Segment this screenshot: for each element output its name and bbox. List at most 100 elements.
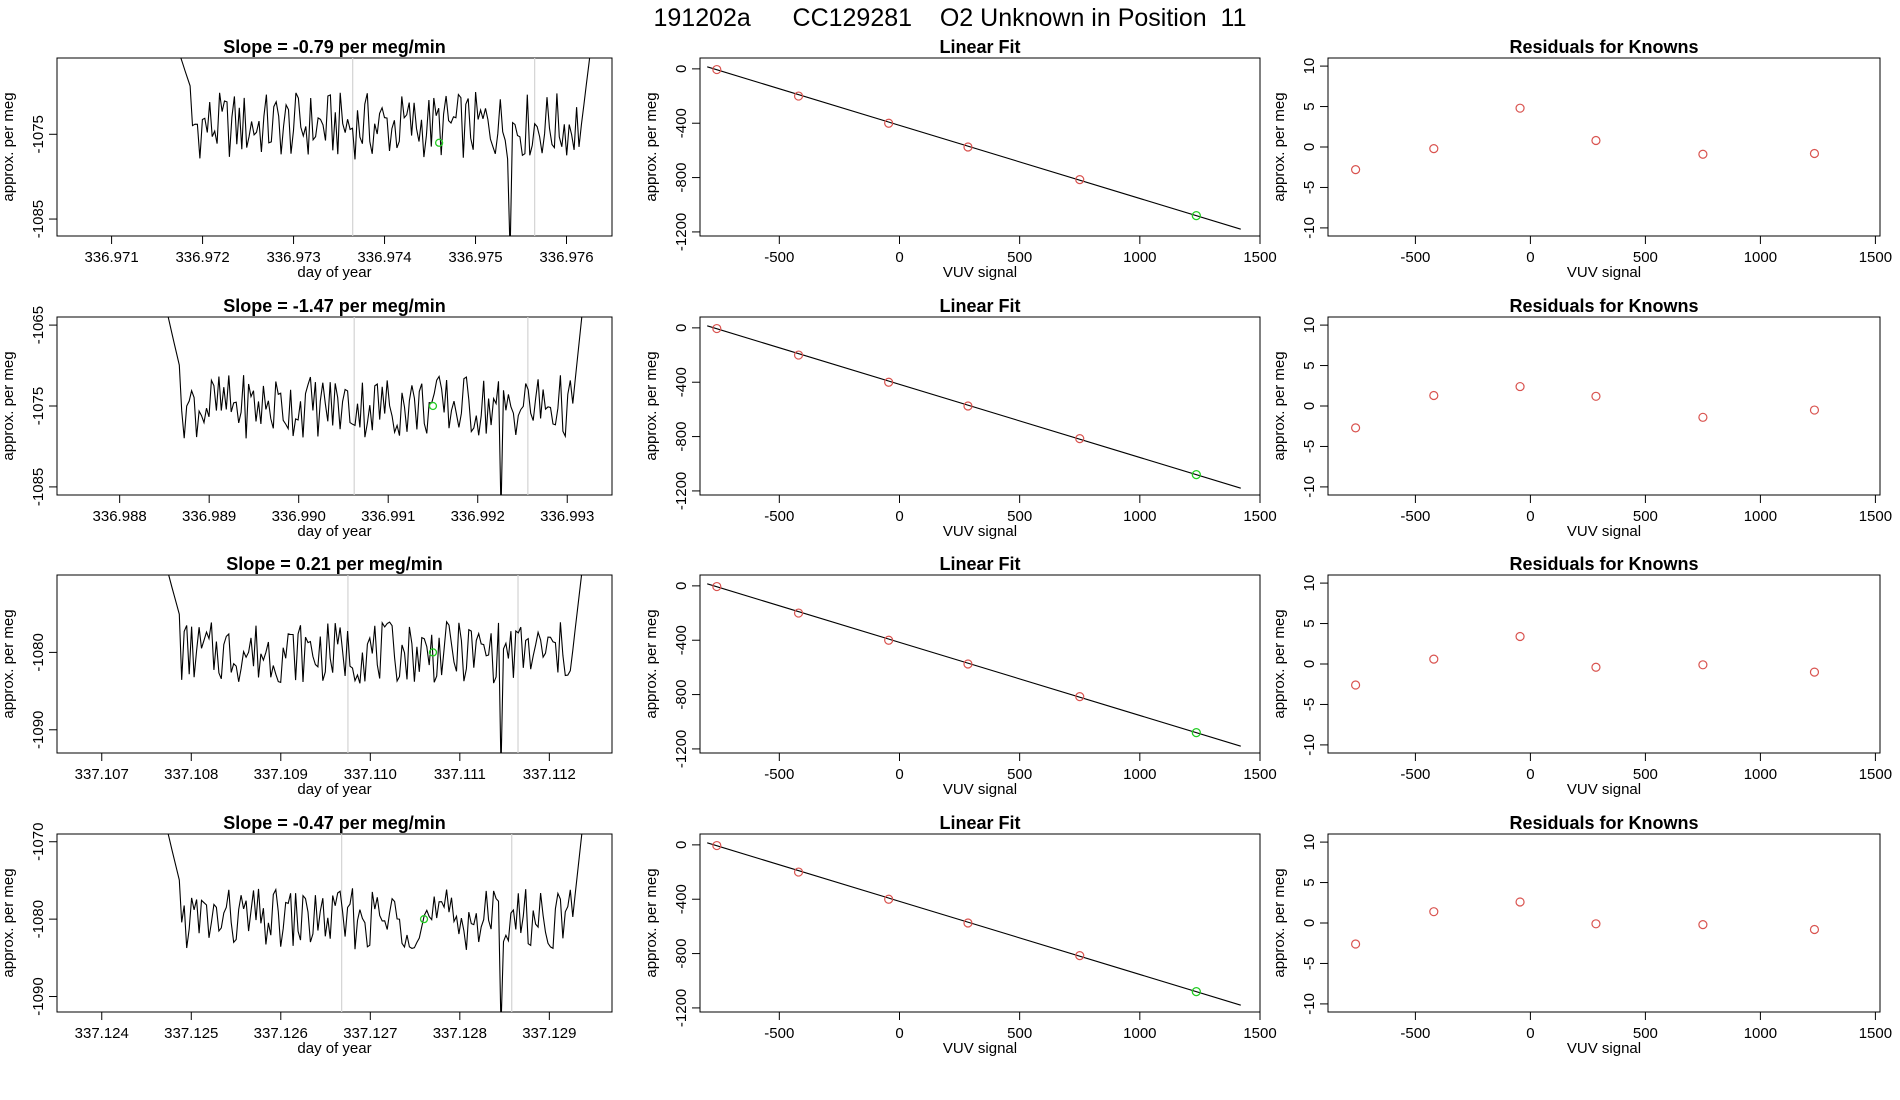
y-tick-label: -800 (673, 680, 690, 710)
plot-area (707, 840, 1241, 1006)
panel-title: Residuals for Knowns (1509, 296, 1698, 316)
x-tick-label: 1000 (1123, 249, 1156, 266)
residual-point (1350, 165, 1361, 175)
residual-point (1809, 405, 1820, 415)
x-tick-label: 1500 (1859, 508, 1892, 525)
y-tick-label: 0 (673, 841, 690, 849)
x-tick-label: 500 (1007, 766, 1032, 783)
plot-area (1350, 103, 1820, 175)
panel-6: Residuals for Knowns -500 0 500 1000 1500 VUV … (1271, 296, 1892, 540)
x-tick-label: 337.126 (254, 1025, 308, 1042)
y-axis-label: approx. per meg (0, 609, 17, 718)
y-tick-label: -10 (1301, 993, 1318, 1015)
y-tick-label: -10 (1301, 476, 1318, 498)
signal-trace (167, 317, 583, 495)
panel-title: Residuals for Knowns (1509, 554, 1698, 574)
y-tick-label: -1065 (30, 306, 47, 344)
plot-frame (1327, 316, 1881, 496)
residual-point (1429, 390, 1439, 401)
fit-line (707, 66, 1241, 230)
residual-point (1350, 939, 1361, 949)
panel-7: Slope = 0.21 per meg/min 337.107 337.108 33… (0, 554, 613, 798)
x-tick-label: 337.125 (164, 1025, 218, 1042)
plot-area (180, 58, 591, 236)
panel-4: Slope = -1.47 per meg/min 336.988 336.989 3… (0, 296, 613, 540)
x-tick-label: -500 (1400, 1025, 1430, 1042)
y-axis-label: approx. per meg (1271, 351, 1288, 460)
y-tick-label: 10 (1301, 58, 1318, 75)
cylinder-id: CC129281 (792, 4, 913, 32)
panel-3: Residuals for Knowns -500 0 500 1000 1500 VUV … (1271, 37, 1892, 281)
y-tick-label: -1070 (30, 823, 47, 861)
residual-point (1429, 144, 1439, 154)
x-tick-label: 1500 (1243, 1025, 1276, 1042)
plot-area (168, 575, 583, 753)
known-point (1075, 951, 1085, 961)
y-tick-label: -400 (673, 367, 690, 397)
residual-point (1698, 412, 1708, 422)
position-label: O2 Unknown in Position 11 (939, 4, 1247, 32)
x-tick-label: -500 (764, 766, 794, 783)
y-tick-label: 5 (1301, 361, 1318, 369)
known-point (712, 581, 722, 592)
fit-line (707, 325, 1241, 489)
x-axis-label: VUV signal (1567, 1040, 1641, 1057)
panel-title: Slope = -1.47 per meg/min (223, 296, 446, 316)
unknown-point (1191, 210, 1201, 221)
x-tick-label: -500 (764, 508, 794, 525)
x-tick-label: 1500 (1859, 766, 1892, 783)
x-tick-label: 336.988 (93, 508, 147, 525)
y-axis-label: approx. per meg (643, 92, 660, 201)
plot-frame (56, 833, 613, 1013)
y-tick-label: 0 (673, 582, 690, 590)
x-tick-label: 1000 (1744, 766, 1777, 783)
residual-point (1809, 667, 1820, 677)
known-point (963, 918, 973, 928)
plot-area (167, 834, 583, 1012)
plot-frame (699, 833, 1261, 1013)
x-tick-label: 337.108 (164, 766, 218, 783)
x-tick-label: 0 (1526, 766, 1534, 783)
signal-trace (168, 575, 583, 753)
x-tick-label: 500 (1633, 1025, 1658, 1042)
panel-title: Linear Fit (939, 296, 1020, 316)
known-point (793, 350, 804, 360)
panel-8: Linear Fit -500 0 500 1000 1500 VUV signal 0 -40… (643, 554, 1277, 798)
y-axis-label: approx. per meg (643, 609, 660, 718)
residual-point (1515, 103, 1525, 113)
x-tick-label: 500 (1007, 508, 1032, 525)
unknown-point (434, 138, 444, 147)
x-tick-label: 0 (1526, 508, 1534, 525)
panel-1: Slope = -0.79 per meg/min 336.971 336.972 3… (0, 37, 613, 281)
signal-trace (167, 834, 583, 1012)
y-tick-label: 0 (673, 65, 690, 73)
y-axis-label: approx. per meg (0, 92, 17, 201)
x-tick-label: 0 (895, 1025, 903, 1042)
plot-area (707, 323, 1241, 489)
x-tick-label: 337.109 (254, 766, 308, 783)
x-tick-label: 337.112 (523, 766, 576, 783)
known-point (793, 608, 804, 618)
y-tick-label: 10 (1301, 834, 1318, 851)
panel-title: Linear Fit (939, 813, 1020, 833)
x-tick-label: 0 (895, 249, 903, 266)
x-tick-label: 337.111 (434, 766, 486, 783)
y-tick-label: -800 (673, 939, 690, 969)
plot-frame (699, 574, 1261, 754)
y-axis-label: approx. per meg (0, 868, 17, 977)
known-point (884, 894, 894, 904)
x-tick-label: 0 (1526, 249, 1534, 266)
panel-title: Linear Fit (939, 554, 1020, 574)
panel-5: Linear Fit -500 0 500 1000 1500 VUV signal 0 -40… (643, 296, 1277, 540)
x-tick-label: 1500 (1243, 508, 1276, 525)
known-point (963, 659, 973, 669)
x-tick-label: -500 (764, 1025, 794, 1042)
y-tick-label: -1200 (673, 213, 690, 251)
fit-line (707, 583, 1241, 747)
x-tick-label: 336.974 (357, 249, 411, 266)
plot-frame (699, 57, 1261, 237)
residual-point (1591, 391, 1601, 401)
figure-title: 191202a CC129281 O2 Unknown in Position … (0, 4, 1900, 33)
known-point (712, 840, 722, 851)
plot-frame (56, 574, 613, 754)
